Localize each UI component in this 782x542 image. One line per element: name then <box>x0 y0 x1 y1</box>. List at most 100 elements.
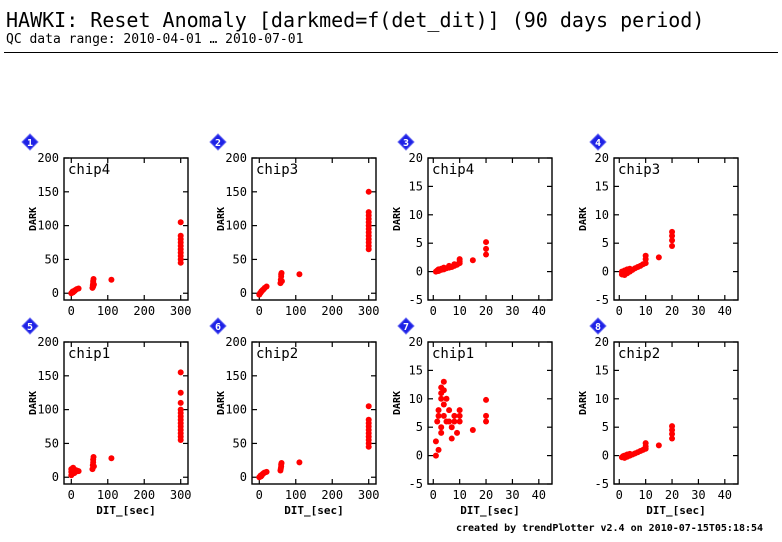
y-tick-label: 20 <box>595 151 609 165</box>
chart-panel-6: 0 50 100 150 200 0 100 200 300 DARK DIT_[sec] chip2… <box>209 317 380 517</box>
creation-credit: created by trendPlotter v2.4 on 2010-07-… <box>456 523 764 534</box>
data-point <box>440 412 447 419</box>
page-title: HAWKI: Reset Anomaly [darkmed=f(det_dit)… <box>6 8 705 32</box>
data-point <box>108 455 115 462</box>
x-tick-label: 300 <box>170 304 192 318</box>
data-point <box>448 435 455 442</box>
chart-panel-1: 0 50 100 150 200 0 100 200 300 DARK chip4 1 <box>21 133 192 318</box>
panel-number-badge <box>589 317 607 335</box>
data-point <box>90 283 97 290</box>
data-point <box>108 276 115 283</box>
x-tick-label: 100 <box>285 304 307 318</box>
data-point <box>642 252 649 259</box>
y-tick-label: 10 <box>595 392 609 406</box>
data-point <box>278 460 285 467</box>
x-tick-label: 30 <box>691 488 705 502</box>
data-point <box>446 407 453 414</box>
y-axis-label: DARK <box>216 391 227 415</box>
plot-frame <box>251 157 377 301</box>
x-tick-label: 0 <box>256 304 263 318</box>
plot-frame <box>613 341 739 485</box>
data-point <box>440 387 447 394</box>
x-tick-label: 30 <box>505 488 519 502</box>
data-point <box>669 237 676 244</box>
y-tick-label: -5 <box>409 477 423 491</box>
data-point <box>483 396 490 403</box>
y-tick-label: -5 <box>595 477 609 491</box>
data-point <box>483 418 490 425</box>
y-tick-label: -5 <box>595 293 609 307</box>
x-tick-label: 100 <box>97 304 119 318</box>
data-point <box>365 188 372 195</box>
y-axis-label: DARK <box>392 391 403 415</box>
panel-number-badge <box>397 317 415 335</box>
y-tick-label: 20 <box>409 151 423 165</box>
x-tick-label: 10 <box>452 304 466 318</box>
y-tick-label: 15 <box>595 363 609 377</box>
x-tick-label: 40 <box>532 304 546 318</box>
y-tick-label: 200 <box>37 151 59 165</box>
x-tick-label: 0 <box>68 488 75 502</box>
x-tick-label: 0 <box>430 488 437 502</box>
y-tick-label: 0 <box>416 449 423 463</box>
data-point <box>440 401 447 408</box>
data-point <box>451 418 458 425</box>
plot-frame <box>63 157 189 301</box>
y-tick-label: 150 <box>37 185 59 199</box>
y-axis-label: DARK <box>28 207 39 231</box>
data-point <box>432 438 439 445</box>
data-point <box>263 283 270 290</box>
panel-number-badge <box>397 133 415 151</box>
y-tick-label: 10 <box>409 392 423 406</box>
data-point <box>365 403 372 410</box>
data-point <box>669 243 676 250</box>
chip-label: chip4 <box>432 162 474 178</box>
data-point <box>434 418 441 425</box>
data-point <box>177 369 184 376</box>
y-tick-label: 0 <box>240 286 247 300</box>
plot-frame <box>251 341 377 485</box>
data-point <box>469 257 476 264</box>
y-tick-label: 0 <box>416 265 423 279</box>
x-tick-label: 40 <box>532 488 546 502</box>
y-tick-label: 10 <box>595 208 609 222</box>
y-tick-label: 150 <box>225 369 247 383</box>
data-point <box>90 453 97 460</box>
x-tick-label: 40 <box>718 488 732 502</box>
x-tick-label: 20 <box>665 304 679 318</box>
x-axis-label: DIT_[sec] <box>284 504 344 517</box>
chart-panel-8: -5 0 5 10 15 20 0 10 20 30 40 DARK DIT_[sec] chip2 8 <box>578 317 739 517</box>
panel-number-label: 4 <box>595 138 601 149</box>
y-tick-label: 15 <box>409 179 423 193</box>
y-tick-label: 200 <box>225 335 247 349</box>
panel-number-label: 7 <box>403 322 409 333</box>
chart-panel-7: -5 0 5 10 15 20 0 10 20 30 40 DARK DIT_[sec] chip1 7 <box>392 317 553 517</box>
x-tick-label: 300 <box>358 304 380 318</box>
data-range-subtitle: QC data range: 2010-04-01 … 2010-07-01 <box>6 32 304 47</box>
data-point <box>435 407 442 414</box>
x-tick-label: 20 <box>665 488 679 502</box>
x-tick-label: 40 <box>718 304 732 318</box>
data-point <box>278 278 285 285</box>
x-tick-label: 30 <box>505 304 519 318</box>
y-tick-label: 20 <box>409 335 423 349</box>
x-tick-label: 0 <box>256 488 263 502</box>
data-point <box>456 418 463 425</box>
y-tick-label: 0 <box>52 286 59 300</box>
data-point <box>454 429 461 436</box>
data-point <box>435 446 442 453</box>
data-point <box>451 412 458 419</box>
data-point <box>483 412 490 419</box>
x-tick-label: 200 <box>321 304 343 318</box>
chip-label: chip2 <box>256 346 298 362</box>
data-point <box>438 424 445 431</box>
chip-label: chip4 <box>68 162 110 178</box>
x-tick-label: 200 <box>133 488 155 502</box>
data-point <box>435 412 442 419</box>
panel-number-label: 5 <box>27 322 33 333</box>
data-point <box>365 209 372 216</box>
panel-number-label: 6 <box>215 322 221 333</box>
data-point <box>365 416 372 423</box>
chip-label: chip1 <box>68 346 110 362</box>
